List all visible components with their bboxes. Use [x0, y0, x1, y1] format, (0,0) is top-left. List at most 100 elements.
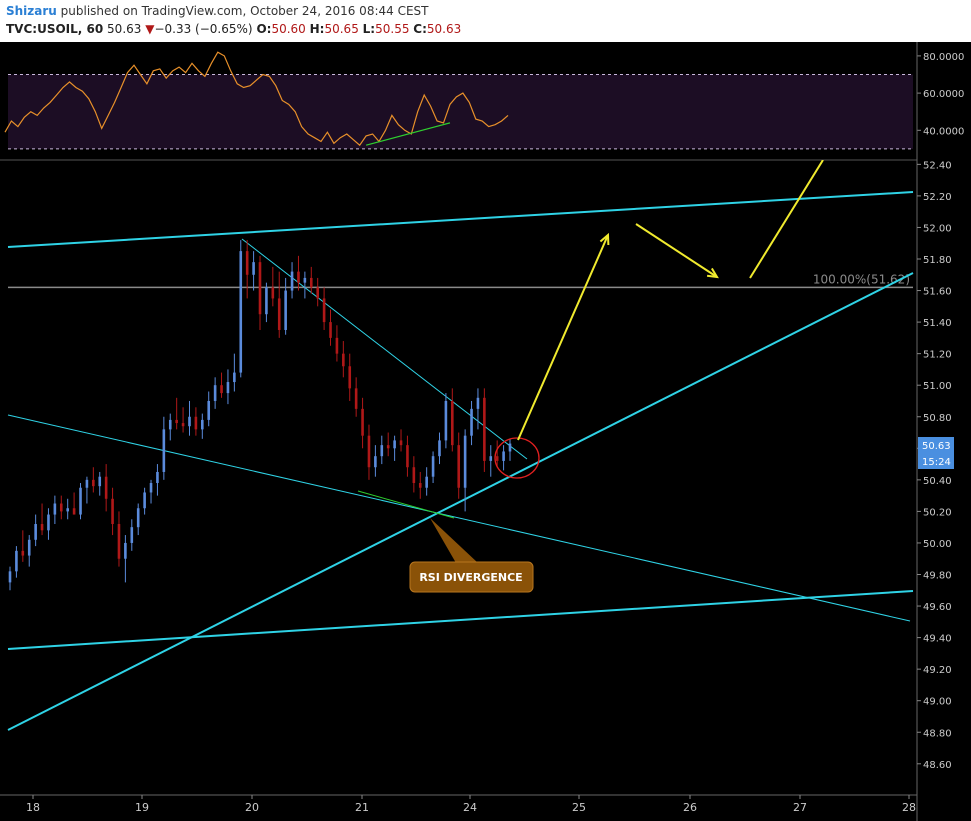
candle-body	[495, 456, 499, 461]
candle-body	[8, 571, 12, 583]
rising-support-line	[7, 272, 914, 731]
price-tick-label: 49.40	[923, 634, 952, 645]
forecast-arrow-down-head	[706, 267, 719, 279]
rsi-tick-label: 80.0000	[923, 52, 964, 63]
candle-body	[431, 456, 435, 477]
callout-pointer	[430, 518, 478, 563]
candle-body	[194, 416, 198, 430]
candle-body	[457, 445, 461, 488]
candle-body	[40, 524, 44, 531]
candle-body	[226, 382, 230, 394]
candle-body	[361, 408, 364, 436]
falling-resistance-line	[241, 238, 528, 460]
candle-body	[476, 397, 480, 409]
candle-body	[463, 435, 467, 488]
channel-upper-line	[7, 191, 914, 248]
price-tick-label: 52.20	[923, 192, 952, 203]
candle-body	[297, 271, 300, 283]
candle-body	[425, 476, 428, 488]
time-tick-label: 28	[902, 801, 916, 814]
price-tick-label: 49.60	[923, 602, 952, 613]
candle-body	[399, 440, 403, 446]
candle-body	[265, 287, 268, 315]
price-plot: 100.00%(51.62) RSI DIVERGENCE	[7, 160, 914, 731]
candle-body	[111, 498, 114, 525]
candle-body	[329, 322, 332, 338]
candle-body	[143, 492, 146, 509]
time-tick-label: 20	[245, 801, 259, 814]
candle-body	[335, 337, 339, 354]
last-price-badge	[918, 437, 954, 453]
candle-body	[53, 503, 57, 515]
price-tick-label: 50.20	[923, 507, 952, 518]
low-label: L:	[362, 22, 376, 36]
candle-body	[168, 419, 172, 430]
candle-body	[252, 262, 255, 275]
high-value: 50.65	[324, 22, 359, 36]
candle-body	[374, 456, 377, 468]
candle-body	[220, 385, 223, 394]
candle-body	[207, 400, 211, 420]
candle-body	[354, 388, 358, 409]
price-tick-label: 48.60	[923, 760, 952, 771]
candle-body	[27, 539, 31, 556]
price-tick-label: 51.60	[923, 287, 952, 298]
candle-body	[213, 385, 217, 401]
candle-body	[451, 400, 454, 446]
countdown-badge	[918, 453, 954, 469]
high-label: H:	[309, 22, 325, 36]
candle-body	[34, 524, 37, 540]
candle-body	[386, 445, 390, 449]
candle-body	[47, 514, 50, 531]
candle-body	[104, 476, 108, 499]
author-link[interactable]: Shizaru	[6, 4, 57, 18]
forecast-arrow-up	[517, 234, 609, 441]
candle-body	[92, 479, 95, 487]
candle-body	[367, 435, 371, 468]
candle-body	[21, 550, 25, 556]
price-tick-label: 52.40	[923, 160, 952, 171]
candle-body	[15, 550, 18, 572]
forecast-line-up	[749, 160, 824, 279]
candle-body	[418, 483, 422, 488]
price-tick-label: 49.20	[923, 665, 952, 676]
time-tick-label: 18	[26, 801, 40, 814]
candle-body	[303, 277, 307, 283]
close-label: C:	[413, 22, 427, 36]
forecast-arrow-up-head	[599, 232, 610, 246]
price-tick-label: 52.00	[923, 223, 952, 234]
rsi-band	[8, 74, 913, 149]
published-text: published on TradingView.com, October 24…	[60, 4, 429, 18]
rsi-pane[interactable]	[0, 51, 917, 161]
candle-body	[348, 366, 352, 389]
last-value: 50.63	[107, 22, 142, 36]
candle-body	[277, 298, 281, 330]
candle-body	[284, 290, 287, 330]
candle-body	[290, 271, 294, 291]
time-tick-label: 19	[135, 801, 149, 814]
chart-canvas[interactable]: 100.00%(51.62) RSI DIVERGENCE 80.0000 60.0…	[0, 42, 971, 821]
candle-body	[201, 419, 204, 430]
candle-body	[406, 445, 409, 468]
callout-label: RSI DIVERGENCE	[419, 571, 522, 584]
price-tick-label: 51.20	[923, 350, 952, 361]
candle-body	[245, 251, 249, 275]
rsi-tick-label: 60.0000	[923, 89, 964, 100]
down-arrow-icon: ▼	[145, 22, 155, 36]
candle-body	[502, 451, 505, 461]
open-label: O:	[256, 22, 272, 36]
time-tick-label: 24	[463, 801, 477, 814]
price-pane[interactable]: 100.00%(51.62) RSI DIVERGENCE	[7, 160, 914, 731]
symbol-label[interactable]: TVC:USOIL, 60	[6, 22, 104, 36]
axes: 80.0000 60.0000 40.0000 52.40 52.20 52.00 51.8…	[0, 42, 964, 821]
publish-line: Shizaru published on TradingView.com, Oc…	[6, 4, 428, 18]
price-tick-label: 51.80	[923, 255, 952, 266]
low-value: 50.55	[375, 22, 410, 36]
candle-body	[316, 287, 319, 299]
falling-support-line	[7, 414, 911, 622]
candle-body	[188, 416, 191, 427]
highlight-circle	[494, 437, 540, 479]
rsi-divergence-line	[365, 122, 451, 146]
price-tick-label: 50.00	[923, 539, 952, 550]
candle-body	[271, 287, 275, 299]
